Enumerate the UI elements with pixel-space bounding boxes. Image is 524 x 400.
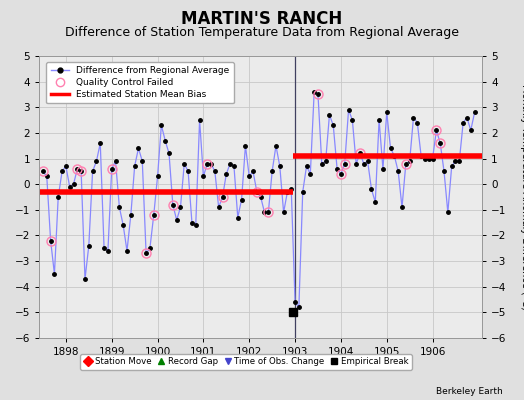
Legend: Difference from Regional Average, Quality Control Failed, Estimated Station Mean: Difference from Regional Average, Qualit…	[46, 62, 234, 103]
Text: Berkeley Earth: Berkeley Earth	[436, 387, 503, 396]
Y-axis label: Monthly Temperature Anomaly Difference (°C): Monthly Temperature Anomaly Difference (…	[520, 84, 524, 310]
Legend: Station Move, Record Gap, Time of Obs. Change, Empirical Break: Station Move, Record Gap, Time of Obs. C…	[80, 354, 412, 370]
Text: MARTIN'S RANCH: MARTIN'S RANCH	[181, 10, 343, 28]
Text: Difference of Station Temperature Data from Regional Average: Difference of Station Temperature Data f…	[65, 26, 459, 39]
